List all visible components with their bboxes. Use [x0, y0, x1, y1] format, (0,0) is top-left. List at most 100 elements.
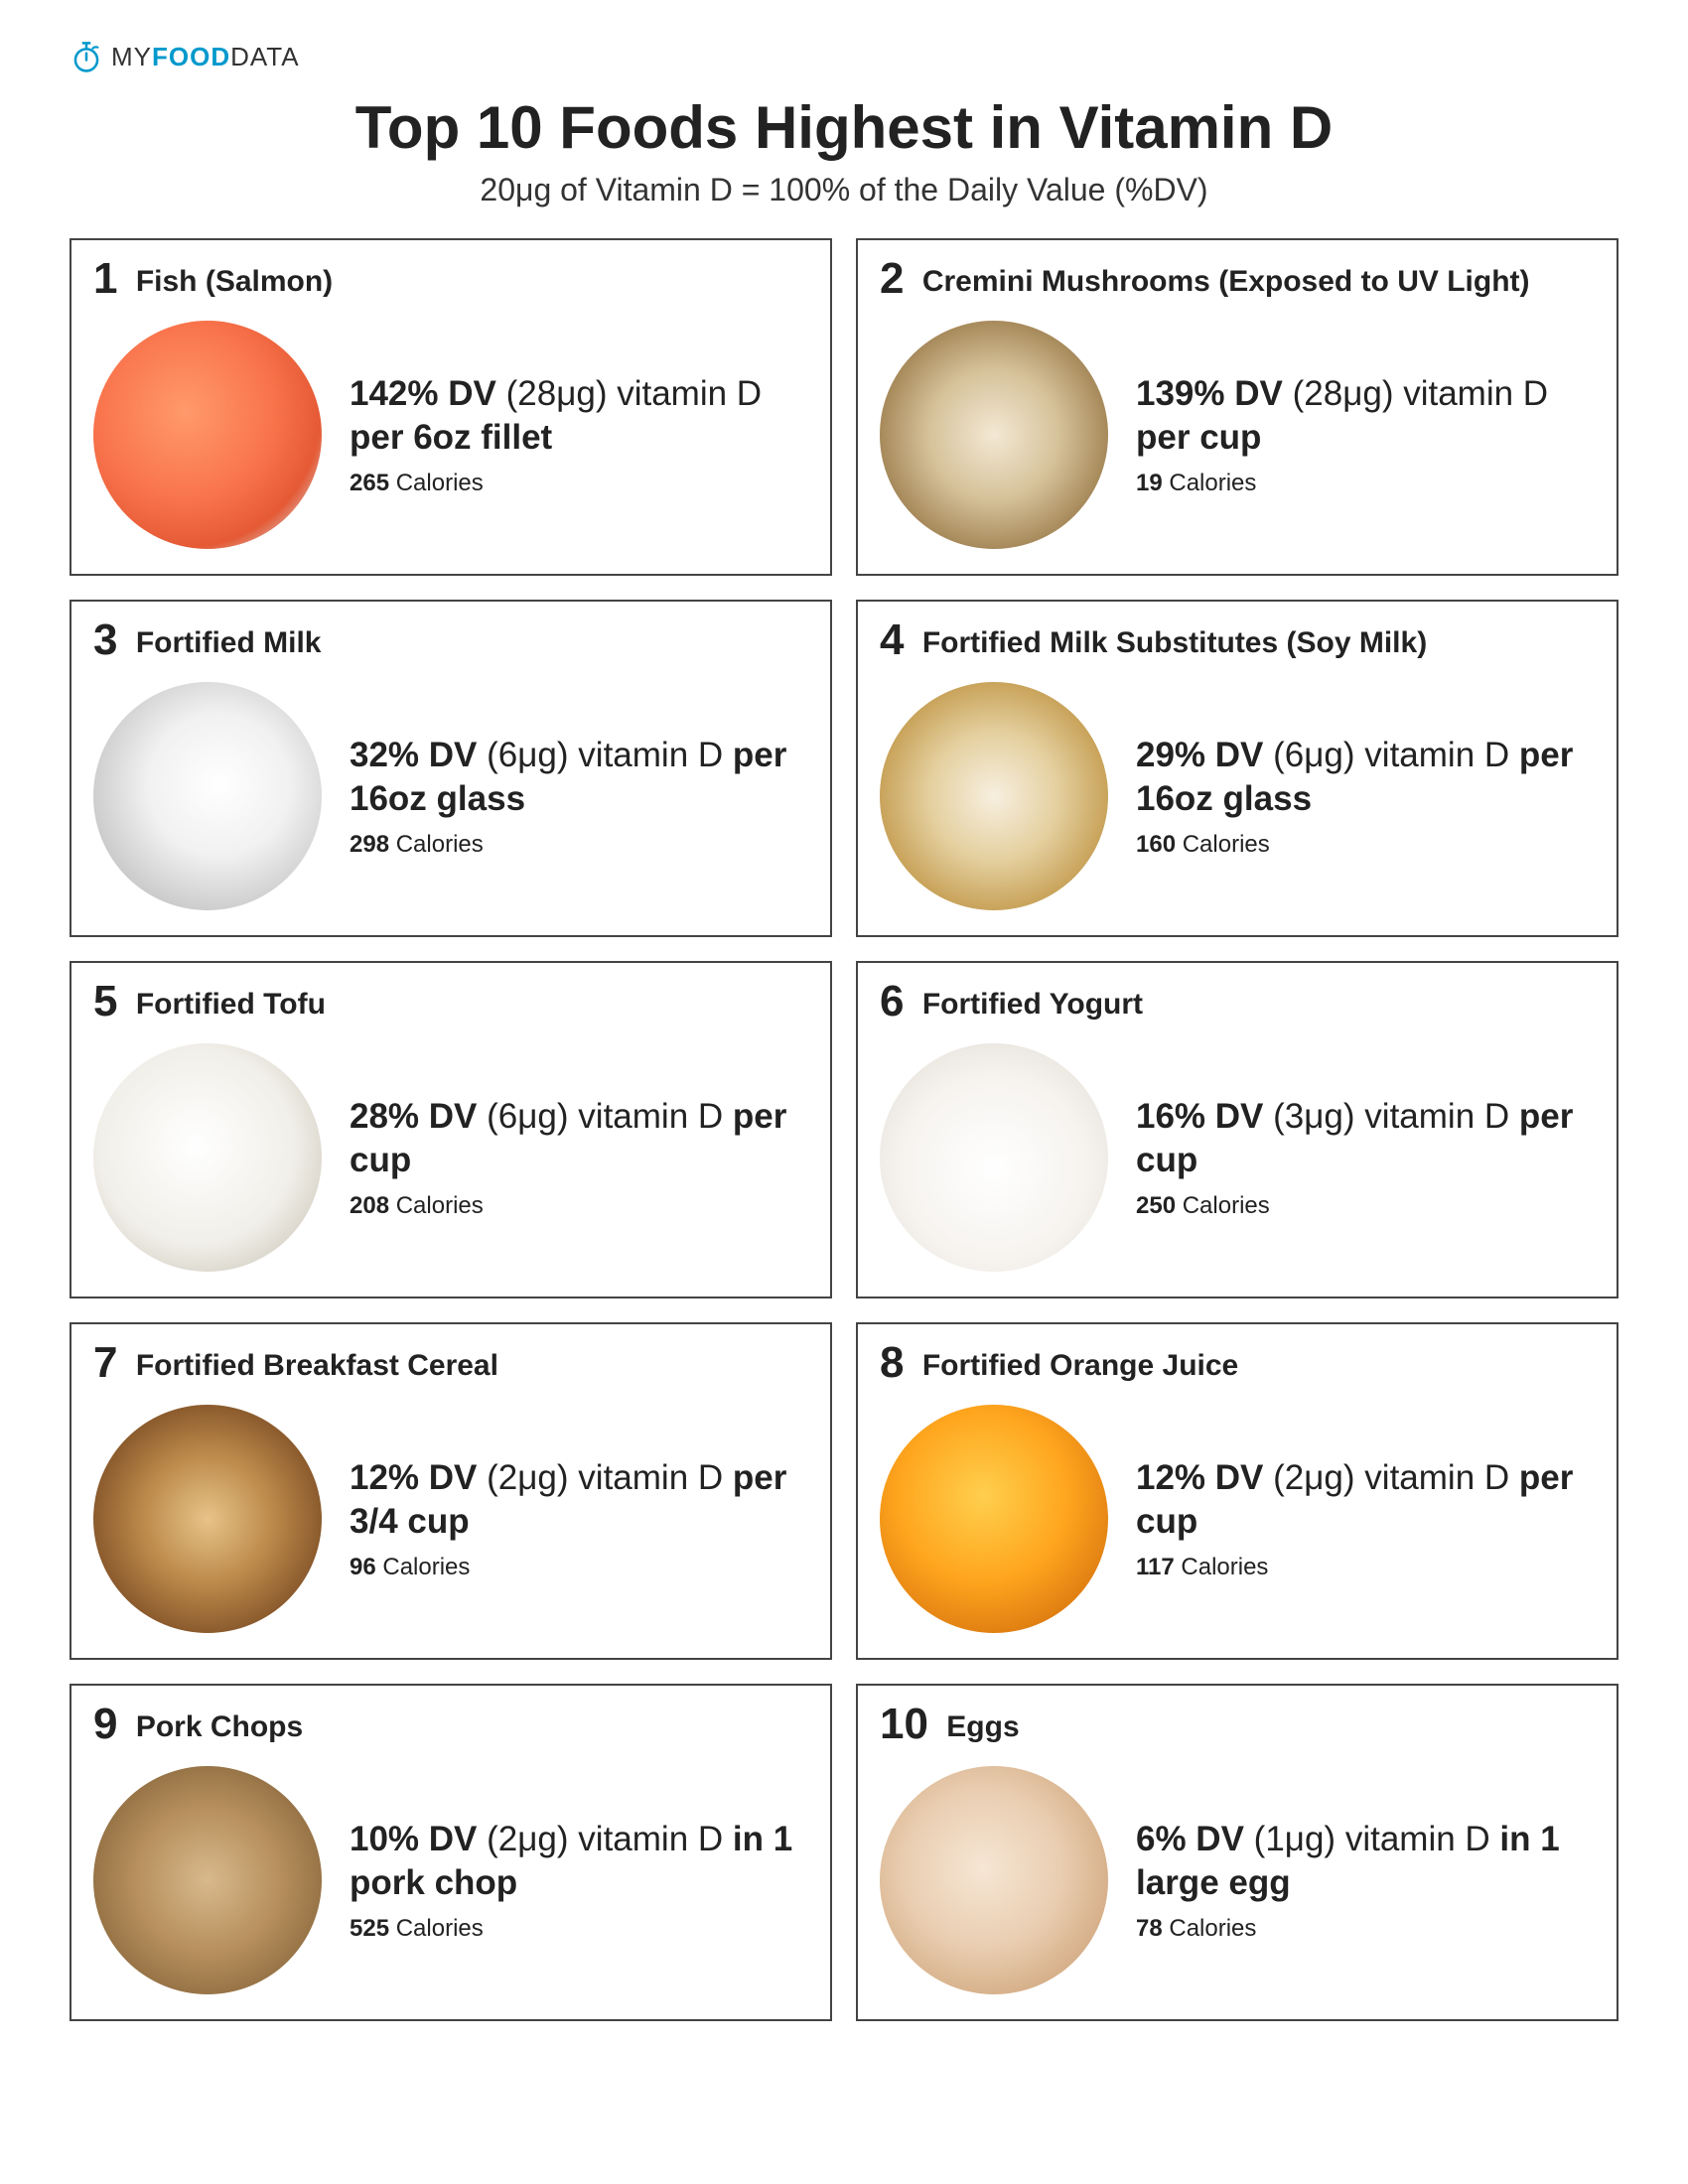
food-rank: 9: [93, 1700, 117, 1748]
food-thumb: [880, 321, 1108, 549]
food-card: 7 Fortified Breakfast Cereal 12% DV (2μg…: [70, 1322, 832, 1660]
calories-value: 160: [1136, 831, 1176, 858]
vitamin-label: vitamin D: [1345, 1820, 1500, 1858]
page-subtitle: 20μg of Vitamin D = 100% of the Daily Va…: [70, 172, 1618, 208]
calories-value: 525: [350, 1915, 389, 1942]
food-dv: 12% DV: [350, 1458, 477, 1497]
calories-value: 265: [350, 470, 389, 496]
food-thumb: [880, 1405, 1108, 1633]
food-card-header: 10 Eggs: [880, 1700, 1595, 1749]
food-name: Fortified Tofu: [136, 988, 326, 1021]
food-name: Fortified Milk: [136, 626, 322, 659]
food-card-header: 1 Fish (Salmon): [93, 254, 808, 304]
food-amount: (6μg): [487, 736, 568, 774]
food-info: 12% DV (2μg) vitamin D per 3/4 cup 96 Ca…: [350, 1456, 808, 1581]
food-serving: per cup: [1136, 418, 1261, 457]
brand-text-food: FOOD: [152, 42, 230, 71]
food-info: 6% DV (1μg) vitamin D in 1 large egg 78 …: [1136, 1818, 1595, 1943]
food-stat: 28% DV (6μg) vitamin D per cup: [350, 1095, 808, 1182]
food-thumb: [880, 682, 1108, 910]
food-card-body: 12% DV (2μg) vitamin D per cup 117 Calor…: [880, 1402, 1595, 1636]
food-card: 5 Fortified Tofu 28% DV (6μg) vitamin D …: [70, 961, 832, 1298]
vitamin-label: vitamin D: [578, 1458, 733, 1497]
food-card: 3 Fortified Milk 32% DV (6μg) vitamin D …: [70, 600, 832, 937]
brand-text-my: MY: [111, 42, 152, 71]
vitamin-label: vitamin D: [1364, 736, 1519, 774]
calories-label: Calories: [1183, 831, 1270, 858]
calories-value: 78: [1136, 1915, 1163, 1942]
food-card-body: 29% DV (6μg) vitamin D per 16oz glass 16…: [880, 679, 1595, 913]
calories-label: Calories: [1169, 470, 1256, 496]
apple-timer-icon: [70, 40, 103, 73]
calories-label: Calories: [396, 1915, 484, 1942]
food-name: Eggs: [946, 1710, 1019, 1743]
food-stat: 12% DV (2μg) vitamin D per cup: [1136, 1456, 1595, 1544]
food-thumb: [93, 682, 322, 910]
calories-label: Calories: [396, 470, 484, 496]
food-dv: 32% DV: [350, 736, 477, 774]
food-card-header: 2 Cremini Mushrooms (Exposed to UV Light…: [880, 254, 1595, 304]
food-info: 10% DV (2μg) vitamin D in 1 pork chop 52…: [350, 1818, 808, 1943]
calories-label: Calories: [1181, 1554, 1268, 1580]
food-dv: 142% DV: [350, 374, 496, 413]
food-dv: 29% DV: [1136, 736, 1263, 774]
vitamin-label: vitamin D: [578, 1820, 733, 1858]
food-card-header: 5 Fortified Tofu: [93, 977, 808, 1026]
vitamin-label: vitamin D: [578, 1097, 733, 1136]
food-serving: per 6oz fillet: [350, 418, 552, 457]
food-rank: 10: [880, 1700, 928, 1748]
food-stat: 12% DV (2μg) vitamin D per 3/4 cup: [350, 1456, 808, 1544]
food-rank: 6: [880, 977, 904, 1025]
food-calories: 208 Calories: [350, 1192, 808, 1220]
food-calories: 96 Calories: [350, 1554, 808, 1581]
food-amount: (28μg): [506, 374, 608, 413]
food-dv: 139% DV: [1136, 374, 1283, 413]
food-thumb: [93, 1766, 322, 1994]
calories-label: Calories: [396, 1192, 484, 1219]
food-amount: (3μg): [1273, 1097, 1354, 1136]
food-card-body: 142% DV (28μg) vitamin D per 6oz fillet …: [93, 318, 808, 552]
food-name: Fortified Orange Juice: [922, 1349, 1238, 1382]
food-card-header: 4 Fortified Milk Substitutes (Soy Milk): [880, 615, 1595, 665]
food-stat: 6% DV (1μg) vitamin D in 1 large egg: [1136, 1818, 1595, 1905]
food-info: 29% DV (6μg) vitamin D per 16oz glass 16…: [1136, 734, 1595, 859]
food-card-body: 16% DV (3μg) vitamin D per cup 250 Calor…: [880, 1040, 1595, 1275]
food-dv: 6% DV: [1136, 1820, 1244, 1858]
food-rank: 5: [93, 977, 117, 1025]
food-card: 6 Fortified Yogurt 16% DV (3μg) vitamin …: [856, 961, 1618, 1298]
food-card-header: 6 Fortified Yogurt: [880, 977, 1595, 1026]
food-stat: 139% DV (28μg) vitamin D per cup: [1136, 372, 1595, 460]
vitamin-label: vitamin D: [1364, 1458, 1519, 1497]
food-dv: 28% DV: [350, 1097, 477, 1136]
food-dv: 16% DV: [1136, 1097, 1263, 1136]
food-amount: (2μg): [487, 1820, 568, 1858]
calories-value: 96: [350, 1554, 376, 1580]
food-info: 16% DV (3μg) vitamin D per cup 250 Calor…: [1136, 1095, 1595, 1220]
food-stat: 142% DV (28μg) vitamin D per 6oz fillet: [350, 372, 808, 460]
food-stat: 16% DV (3μg) vitamin D per cup: [1136, 1095, 1595, 1182]
food-info: 142% DV (28μg) vitamin D per 6oz fillet …: [350, 372, 808, 497]
food-stat: 29% DV (6μg) vitamin D per 16oz glass: [1136, 734, 1595, 821]
food-amount: (28μg): [1293, 374, 1394, 413]
food-rank: 3: [93, 615, 117, 664]
food-calories: 117 Calories: [1136, 1554, 1595, 1581]
food-card-body: 32% DV (6μg) vitamin D per 16oz glass 29…: [93, 679, 808, 913]
food-calories: 160 Calories: [1136, 831, 1595, 859]
food-rank: 1: [93, 254, 117, 303]
food-card-header: 7 Fortified Breakfast Cereal: [93, 1338, 808, 1388]
page-title: Top 10 Foods Highest in Vitamin D: [70, 93, 1618, 162]
vitamin-label: vitamin D: [1403, 374, 1548, 413]
food-name: Fortified Yogurt: [922, 988, 1143, 1021]
food-dv: 10% DV: [350, 1820, 477, 1858]
food-card-body: 12% DV (2μg) vitamin D per 3/4 cup 96 Ca…: [93, 1402, 808, 1636]
food-card-body: 10% DV (2μg) vitamin D in 1 pork chop 52…: [93, 1763, 808, 1997]
food-calories: 250 Calories: [1136, 1192, 1595, 1220]
food-amount: (2μg): [487, 1458, 568, 1497]
food-amount: (1μg): [1254, 1820, 1336, 1858]
food-thumb: [93, 1043, 322, 1272]
food-name: Cremini Mushrooms (Exposed to UV Light): [922, 265, 1530, 298]
food-card-body: 6% DV (1μg) vitamin D in 1 large egg 78 …: [880, 1763, 1595, 1997]
food-card-body: 139% DV (28μg) vitamin D per cup 19 Calo…: [880, 318, 1595, 552]
calories-label: Calories: [1169, 1915, 1256, 1942]
food-calories: 78 Calories: [1136, 1915, 1595, 1943]
